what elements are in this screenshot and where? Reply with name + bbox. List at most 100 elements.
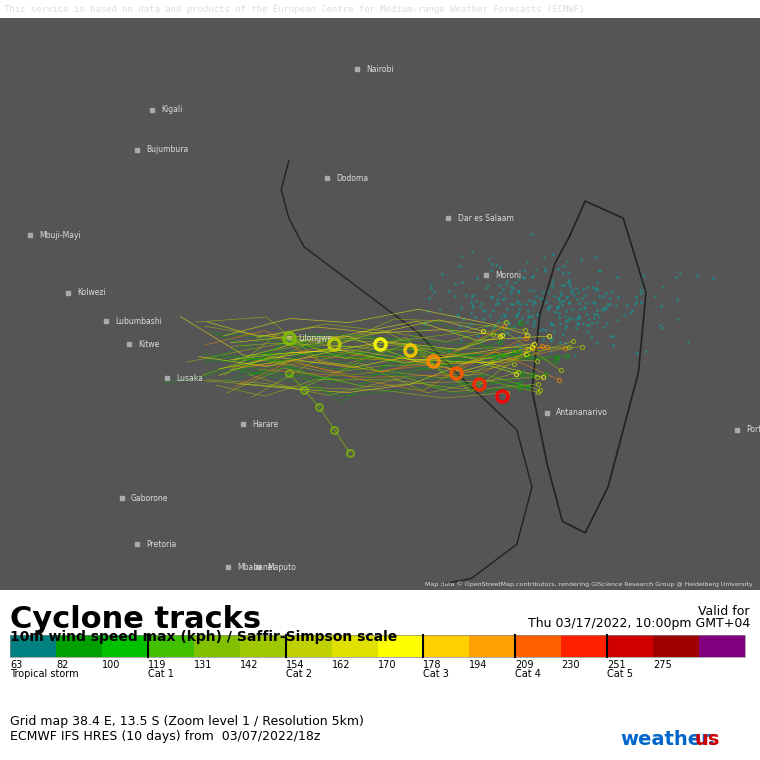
- Bar: [10, 635, 56, 657]
- Bar: [607, 635, 653, 657]
- Point: [648, 290, 660, 302]
- Point: [542, 303, 554, 315]
- Point: [480, 282, 492, 294]
- Point: [598, 321, 610, 333]
- Point: [465, 307, 477, 319]
- Point: [467, 299, 479, 312]
- Point: [553, 307, 565, 319]
- Text: Maputo: Maputo: [268, 562, 296, 572]
- Point: [537, 293, 549, 305]
- Point: [569, 349, 581, 361]
- Point: [443, 345, 455, 357]
- Point: [546, 278, 559, 290]
- Text: 142: 142: [239, 660, 258, 670]
- Point: [559, 322, 572, 334]
- Point: [494, 287, 506, 299]
- Point: [572, 286, 584, 298]
- Point: [656, 322, 668, 334]
- Text: Antananarivo: Antananarivo: [556, 408, 608, 417]
- Point: [583, 313, 595, 325]
- Point: [502, 315, 514, 328]
- Point: [581, 281, 593, 293]
- Text: Nairobi: Nairobi: [366, 65, 394, 74]
- Point: [473, 300, 486, 312]
- Text: Grid map 38.4 E, 13.5 S (Zoom level 1 / Resolution 5km): Grid map 38.4 E, 13.5 S (Zoom level 1 / …: [10, 715, 364, 728]
- Point: [527, 284, 540, 296]
- Point: [606, 330, 618, 342]
- Point: [505, 287, 518, 299]
- Point: [554, 317, 566, 329]
- Point: [563, 296, 575, 308]
- Point: [510, 310, 522, 322]
- Point: [682, 336, 694, 348]
- Point: [539, 262, 551, 274]
- Point: [454, 321, 467, 333]
- Point: [498, 316, 510, 328]
- Point: [476, 297, 488, 309]
- Text: Mbuji-Mayi: Mbuji-Mayi: [40, 231, 81, 240]
- Point: [420, 316, 432, 328]
- Point: [562, 267, 574, 279]
- Point: [635, 296, 648, 309]
- Point: [512, 285, 524, 297]
- Point: [537, 323, 549, 335]
- Point: [574, 302, 586, 315]
- Point: [607, 339, 619, 351]
- Point: [563, 312, 575, 324]
- Point: [589, 283, 601, 295]
- Point: [629, 291, 641, 303]
- Point: [527, 315, 540, 328]
- Point: [513, 331, 525, 344]
- Point: [422, 306, 434, 318]
- Text: Cat 5: Cat 5: [607, 669, 633, 679]
- Point: [436, 268, 448, 280]
- Bar: [331, 635, 378, 657]
- Point: [654, 318, 666, 331]
- Point: [591, 315, 603, 328]
- Text: Dar es Salaam: Dar es Salaam: [458, 214, 514, 223]
- Point: [515, 312, 527, 324]
- Text: Kolwezi: Kolwezi: [78, 288, 106, 297]
- Point: [518, 271, 530, 283]
- Text: 82: 82: [56, 660, 68, 670]
- Point: [572, 311, 584, 323]
- Point: [477, 313, 489, 325]
- Point: [467, 301, 479, 313]
- Text: weather.: weather.: [620, 730, 715, 749]
- Point: [555, 289, 567, 301]
- Point: [572, 318, 584, 330]
- Point: [511, 296, 524, 308]
- Point: [559, 315, 572, 328]
- Point: [521, 316, 533, 328]
- Point: [558, 260, 570, 272]
- Text: 178: 178: [423, 660, 442, 670]
- Bar: [378, 635, 423, 657]
- Point: [526, 310, 538, 322]
- Text: Gaborone: Gaborone: [131, 494, 168, 503]
- Text: 131: 131: [194, 660, 212, 670]
- Point: [448, 290, 461, 302]
- Point: [526, 271, 538, 283]
- Point: [594, 264, 606, 276]
- Point: [443, 285, 455, 297]
- Point: [671, 294, 683, 306]
- Point: [490, 299, 502, 311]
- Point: [554, 336, 566, 348]
- Point: [635, 287, 647, 299]
- Point: [471, 271, 483, 283]
- Point: [568, 289, 581, 301]
- Point: [570, 312, 582, 325]
- Point: [565, 283, 578, 296]
- Bar: [699, 635, 745, 657]
- Point: [570, 321, 582, 334]
- Point: [691, 269, 703, 281]
- Point: [492, 315, 504, 328]
- Point: [545, 335, 557, 347]
- Point: [468, 289, 480, 301]
- Text: 162: 162: [331, 660, 350, 670]
- Point: [528, 296, 540, 309]
- Text: 275: 275: [653, 660, 672, 670]
- Point: [577, 318, 589, 330]
- Point: [505, 298, 517, 310]
- Point: [458, 313, 470, 325]
